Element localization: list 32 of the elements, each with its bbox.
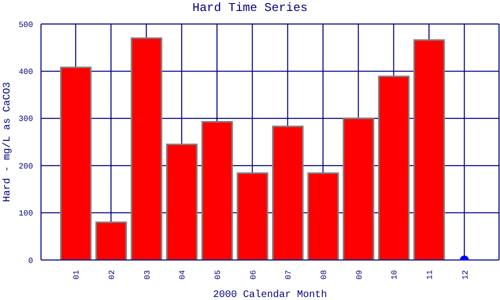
x-tick-label: 04 xyxy=(178,270,188,280)
chart-title: Hard Time Series xyxy=(191,1,309,15)
x-tick-label: 06 xyxy=(249,270,258,280)
bar xyxy=(130,37,162,260)
x-tick-label: 10 xyxy=(390,270,400,280)
y-tick-label: 100 xyxy=(18,210,34,219)
x-tick-label: 02 xyxy=(108,270,117,280)
x-axis-title: 2000 Calendar Month xyxy=(212,289,328,300)
bar xyxy=(95,221,127,260)
x-tick-label: 07 xyxy=(284,270,294,280)
bar xyxy=(236,172,268,260)
bar xyxy=(307,172,339,260)
y-axis-title: Hard - mg/L as CaCO3 xyxy=(2,82,14,202)
bar xyxy=(166,144,198,260)
y-tick-label: 400 xyxy=(18,68,34,78)
x-tick-label: 03 xyxy=(143,270,152,280)
bar xyxy=(201,120,233,260)
x-tick-label: 01 xyxy=(72,270,82,280)
bar xyxy=(378,76,410,260)
y-tick-label: 0 xyxy=(28,256,34,266)
x-tick-label: 09 xyxy=(355,270,364,280)
x-tick-label: 12 xyxy=(461,270,470,280)
y-tick-label: 300 xyxy=(18,115,34,124)
bar xyxy=(342,118,374,260)
x-tick-label: 05 xyxy=(214,270,223,280)
y-tick-label: 200 xyxy=(18,162,34,172)
bar xyxy=(272,126,304,260)
x-tick-label: 08 xyxy=(320,270,329,280)
y-tick-label: 500 xyxy=(18,20,34,30)
bar xyxy=(413,39,445,260)
x-tick-label: 11 xyxy=(426,270,435,280)
bar xyxy=(60,66,92,260)
